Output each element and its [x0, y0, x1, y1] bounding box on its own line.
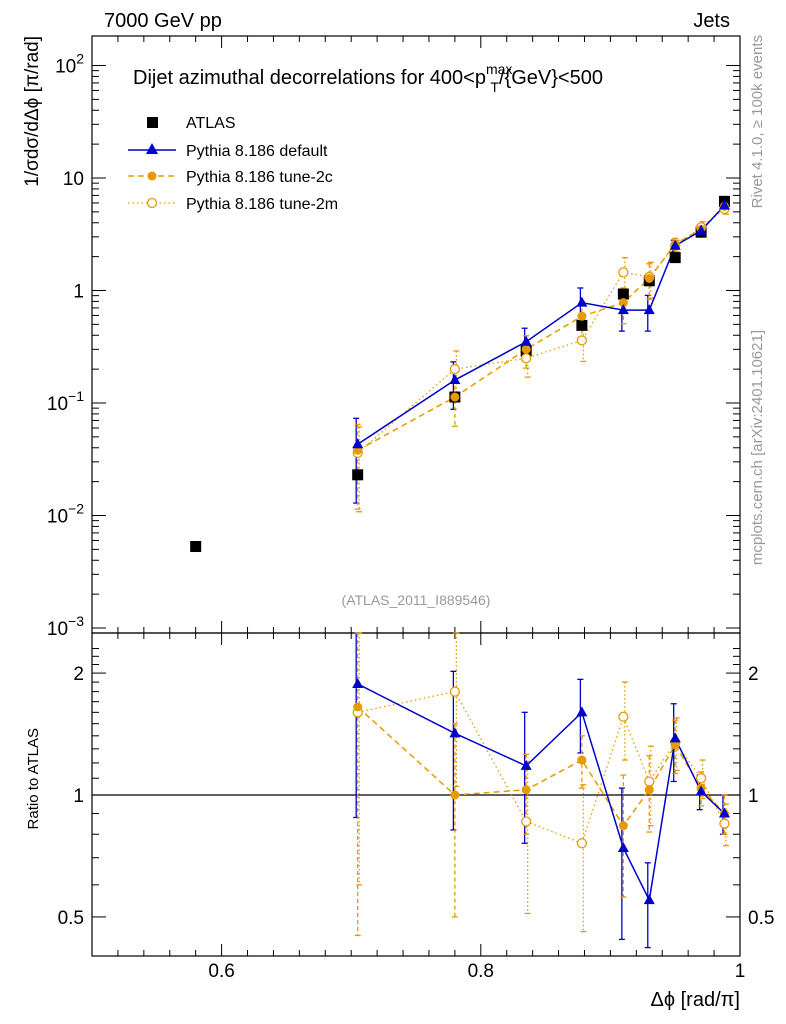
y-tick-label: 10−2 — [47, 501, 84, 528]
tune2m-ratio-point — [576, 838, 588, 849]
default-ratio-point — [669, 732, 681, 743]
ratio-tick-label: 0.5 — [58, 908, 84, 929]
y-tick-label: 102 — [55, 51, 84, 78]
header-right: Jets — [693, 10, 730, 32]
y-tick-label: 10 — [63, 169, 84, 190]
tune2c-ratio-point — [521, 785, 531, 795]
tune2c-line — [357, 205, 725, 451]
legend-default-label: Pythia 8.186 default — [186, 143, 328, 160]
tune2m-point — [618, 267, 629, 278]
default-point — [617, 304, 629, 315]
legend: ATLAS Pythia 8.186 default Pythia 8.186 … — [128, 115, 338, 213]
tune2c-ratio-line — [357, 706, 726, 828]
legend-atlas-marker — [147, 117, 158, 128]
tune2m-ratio-point — [449, 686, 461, 697]
default-ratio-point — [576, 706, 588, 717]
atlas-data-point — [617, 288, 629, 300]
legend-tune2m-marker — [146, 197, 158, 209]
tune2c-ratio-point — [618, 821, 628, 831]
atlas-data-point — [190, 541, 202, 553]
tune2m-ratio-line — [357, 690, 726, 845]
default-ratio-point — [695, 785, 707, 796]
legend-default-marker — [146, 143, 158, 154]
ratio-tick-label: 2 — [73, 664, 84, 685]
default-ratio-point — [520, 759, 532, 770]
header-left: 7000 GeV pp — [104, 10, 222, 32]
default-ratio-point — [617, 841, 629, 852]
ratio-tick-label-right: 0.5 — [748, 908, 774, 929]
x-tick-label: 1 — [735, 961, 746, 982]
tune2c-point — [618, 298, 628, 308]
atlas-data-point — [576, 319, 588, 331]
default-ratio-line — [357, 683, 725, 903]
default-point — [695, 224, 707, 235]
legend-atlas-label: ATLAS — [186, 115, 236, 132]
tune2c-point — [577, 311, 587, 321]
legend-tune2c-label: Pythia 8.186 tune-2c — [186, 169, 333, 186]
ratio-tick-label-right: 1 — [748, 786, 759, 807]
default-ratio-point — [643, 894, 655, 905]
legend-tune2m-label: Pythia 8.186 tune-2m — [186, 196, 338, 213]
tune2c-point — [644, 273, 654, 283]
tune2c-point — [450, 392, 460, 402]
default-point — [718, 199, 730, 210]
tune2c-ratio-point — [577, 755, 587, 765]
tune2m-ratio-point — [719, 818, 730, 829]
atlas-data-point — [352, 469, 364, 481]
rivet-label: Rivet 4.1.0, ≥ 100k events — [749, 35, 766, 208]
tune2m-point — [576, 335, 588, 346]
tune2c-ratio-point — [450, 790, 460, 800]
tune2m-ratio-point — [521, 816, 532, 827]
tune2c-ratio-point — [353, 702, 363, 712]
ratio-axis-title: Ratio to ATLAS — [25, 728, 42, 829]
y-tick-label: 10−1 — [47, 388, 84, 415]
analysis-id: (ATLAS_2011_I889546) — [342, 592, 491, 608]
tune2m-ratio-point — [618, 711, 629, 722]
tune2m-ratio-point — [644, 776, 655, 787]
default-ratio-point — [352, 677, 364, 688]
ratio-tick-label-right: 2 — [748, 664, 759, 685]
mcplots-label: mcplots.cern.ch [arXiv:2401.10621] — [749, 330, 766, 565]
default-point — [520, 335, 532, 346]
ratio-tick-label: 1 — [73, 786, 84, 807]
default-ratio-point — [449, 727, 461, 738]
x-tick-label: 0.8 — [468, 961, 494, 982]
plot-title: Dijet azimuthal decorrelations for 400<p… — [133, 61, 603, 95]
default-point — [576, 296, 588, 307]
legend-tune2c-marker — [147, 171, 157, 181]
default-point — [669, 239, 681, 250]
tune2m-point — [449, 363, 461, 375]
tune2m-point — [521, 353, 532, 364]
y-tick-label: 10−3 — [47, 613, 84, 640]
default-line — [357, 204, 725, 445]
default-point — [643, 304, 655, 315]
tune2m-ratio-point — [695, 773, 707, 784]
y-axis-title: 1/σdσ/dΔϕ [π/rad] — [22, 36, 43, 187]
y-tick-label: 1 — [73, 282, 84, 303]
default-ratio-point — [718, 807, 730, 818]
x-axis-title: Δϕ [rad/π] — [651, 989, 741, 1011]
atlas-data-point — [669, 252, 681, 264]
tune2c-ratio-point — [644, 785, 654, 795]
default-point — [352, 438, 364, 449]
default-point — [449, 374, 461, 385]
tune2c-point — [521, 344, 531, 354]
x-tick-label: 0.6 — [208, 961, 234, 982]
tune2c-ratio-point — [670, 740, 680, 750]
